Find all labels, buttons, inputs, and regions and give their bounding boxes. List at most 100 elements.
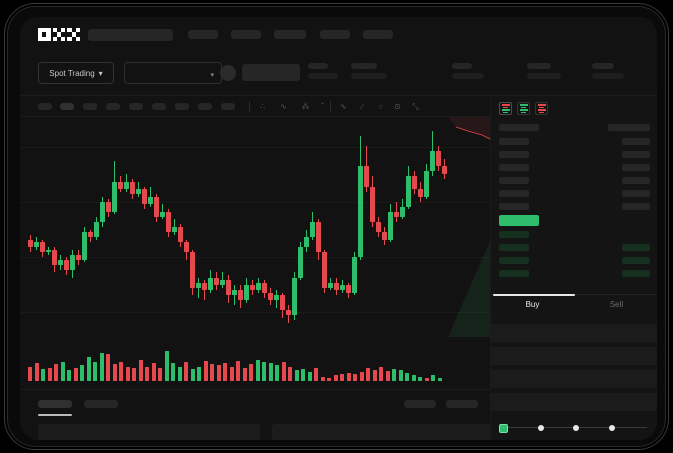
gridline-3	[20, 312, 490, 313]
search-input[interactable]	[88, 29, 173, 41]
slider-stop-1[interactable]	[573, 425, 579, 431]
indicators-icon[interactable]: ∿	[280, 102, 287, 111]
timeframe-1d[interactable]	[175, 103, 189, 110]
eraser-icon[interactable]: ∕	[361, 102, 364, 111]
timeframe-1m[interactable]	[38, 103, 52, 110]
ob-mode-line	[519, 109, 528, 111]
volume-bar-63	[437, 377, 442, 381]
toolbar-divider	[249, 101, 250, 112]
tab-order-history[interactable]	[84, 400, 118, 408]
timeframe-1w[interactable]	[198, 103, 212, 110]
ob-mode-all[interactable]	[499, 102, 512, 115]
candle-body	[76, 254, 81, 260]
timeframe-1h[interactable]	[129, 103, 143, 110]
candle-body	[376, 221, 381, 233]
okx-logo[interactable]	[38, 28, 81, 41]
volume-bar-58	[405, 373, 409, 381]
ticker-last-price	[242, 64, 300, 81]
nav-item-4[interactable]	[320, 30, 350, 39]
tab-buy[interactable]: Buy	[525, 300, 540, 309]
bottom-action-2[interactable]	[446, 400, 478, 408]
price-chart[interactable]	[20, 117, 490, 337]
volume-bar-13	[112, 364, 117, 381]
gridline-2	[20, 257, 490, 258]
volume-bar-52	[366, 367, 370, 381]
ob-mode-asks[interactable]	[535, 102, 548, 115]
candlestick-series	[28, 117, 448, 337]
fullscreen-icon[interactable]: ⤡	[412, 102, 419, 111]
volume-bar-9	[86, 356, 91, 381]
timeframe-5m[interactable]	[60, 103, 74, 110]
candle-type-icon[interactable]: ∴	[259, 102, 266, 111]
spot-trading-dropdown[interactable]: Spot Trading ▾	[38, 62, 114, 84]
nav-item-1[interactable]	[188, 30, 218, 39]
nav-item-3[interactable]	[274, 30, 306, 39]
candle-body	[232, 290, 237, 296]
order-book-ask-row[interactable]	[491, 174, 657, 187]
nav-item-5[interactable]	[363, 30, 393, 39]
ob-mode-line	[521, 106, 526, 108]
timeframe-1mo[interactable]	[221, 103, 235, 110]
candle-body	[328, 282, 333, 288]
order-book-bid-row[interactable]	[491, 254, 657, 267]
bottom-card-right	[272, 424, 494, 440]
stat-last-price	[308, 63, 338, 79]
candle-body	[106, 201, 111, 212]
candle-body	[304, 237, 309, 248]
timeframe-30m[interactable]	[106, 103, 120, 110]
volume-bar-55	[385, 371, 390, 381]
timeframe-15m[interactable]	[83, 103, 97, 110]
bottom-action-1[interactable]	[404, 400, 436, 408]
camera-icon[interactable]: ○	[378, 102, 383, 111]
order-amount-field[interactable]	[491, 347, 657, 366]
order-book-ask-row[interactable]	[491, 187, 657, 200]
volume-bar-30	[223, 363, 227, 381]
order-book-bid-row[interactable]	[491, 228, 657, 241]
candle-body	[28, 239, 33, 248]
order-extra-field[interactable]	[491, 393, 657, 412]
order-book-ask-row[interactable]	[491, 200, 657, 213]
ob-bid-price	[499, 257, 529, 264]
volume-bar-42	[301, 368, 305, 381]
order-book-ask-row[interactable]	[491, 161, 657, 174]
slider-stop-2[interactable]	[608, 425, 615, 431]
timeframe-4h[interactable]	[152, 103, 166, 110]
nav-item-2[interactable]	[231, 30, 261, 39]
ob-mode-line	[519, 104, 528, 106]
candle-body	[352, 257, 357, 293]
candle-body	[58, 259, 63, 265]
ob-ask-price	[499, 190, 529, 197]
volume-bar-27	[203, 361, 208, 381]
percent-slider[interactable]	[499, 422, 651, 434]
volume-bar-33	[242, 367, 247, 381]
settings-icon[interactable]: ⊙	[394, 102, 401, 111]
order-price-field[interactable]	[491, 324, 657, 343]
chevron-down-icon: ▾	[210, 72, 214, 79]
ob-mode-line	[537, 109, 546, 111]
ob-mode-bids[interactable]	[517, 102, 530, 115]
slider-handle[interactable]	[499, 424, 508, 433]
candle-body	[442, 166, 447, 174]
volume-bar-35	[255, 359, 260, 381]
order-book-bid-row[interactable]	[491, 241, 657, 254]
order-book-bid-row[interactable]	[491, 267, 657, 280]
slider-stop-0[interactable]	[537, 425, 544, 431]
candle-body	[412, 176, 417, 190]
compare-icon[interactable]: ⁂	[301, 102, 310, 111]
order-book-ask-row[interactable]	[491, 135, 657, 148]
chevron-down-icon[interactable]: ˇ	[321, 102, 324, 111]
volume-bar-60	[418, 376, 422, 381]
line-tool-icon[interactable]: ∿	[340, 102, 347, 111]
candle-body	[142, 189, 147, 205]
order-total-field[interactable]	[491, 370, 657, 389]
device-frame: Spot Trading ▾ ▾ ∴ ∿ ⁂ ˇ ∿ ∕ ○ ⊙ ⤡	[5, 4, 668, 449]
tab-open-orders[interactable]	[38, 400, 72, 408]
volume-bar-48	[340, 374, 344, 381]
trading-pair-dropdown[interactable]: ▾	[124, 62, 222, 84]
candle-body	[184, 242, 189, 253]
volume-bar-46	[327, 377, 331, 381]
ob-bid-amount	[622, 244, 650, 251]
tab-sell[interactable]: Sell	[609, 300, 624, 309]
order-book-ask-row[interactable]	[491, 148, 657, 161]
volume-bar-25	[190, 368, 195, 381]
